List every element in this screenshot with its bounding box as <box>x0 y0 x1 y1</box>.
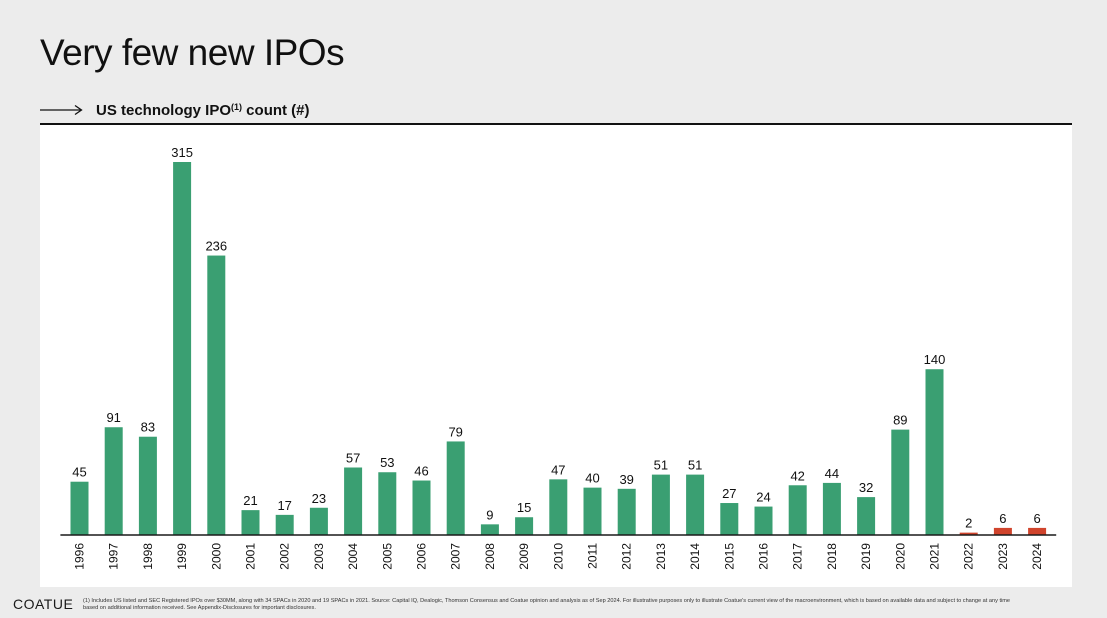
data-label-2011: 40 <box>585 471 599 486</box>
x-tick-label-2010: 2010 <box>551 543 565 570</box>
x-tick-label-2014: 2014 <box>688 543 702 570</box>
data-label-2020: 89 <box>893 413 907 428</box>
bar-2005 <box>378 472 397 535</box>
data-label-2018: 44 <box>825 466 839 481</box>
data-label-2017: 42 <box>790 468 804 483</box>
subtitle-main: US technology IPO <box>96 101 232 119</box>
x-tick-label-2001: 2001 <box>244 543 258 570</box>
bar-2010 <box>549 479 568 535</box>
footnote: (1) Includes US listed and SEC Registere… <box>83 598 1011 611</box>
bar-2012 <box>617 488 636 535</box>
data-label-2008: 9 <box>486 507 493 522</box>
data-label-2016: 24 <box>756 490 770 505</box>
data-label-2015: 27 <box>722 486 736 501</box>
x-tick-label-2022: 2022 <box>962 543 976 570</box>
coatue-logo: COATUE <box>13 596 74 612</box>
x-tick-label-2000: 2000 <box>209 543 223 570</box>
x-tick-label-2009: 2009 <box>517 543 531 570</box>
bar-2019 <box>857 497 876 535</box>
bar-1996 <box>70 481 89 535</box>
data-label-1999: 315 <box>171 145 193 160</box>
x-tick-label-2018: 2018 <box>825 543 839 570</box>
slide-title: Very few new IPOs <box>40 32 345 73</box>
data-label-2013: 51 <box>654 458 668 473</box>
bar-2001 <box>241 510 260 535</box>
bar-2024 <box>1028 527 1047 535</box>
bar-2017 <box>788 485 807 535</box>
data-label-2001: 21 <box>243 493 257 508</box>
subtitle-tail: count (#) <box>242 101 310 119</box>
x-tick-label-2024: 2024 <box>1030 543 1044 570</box>
x-tick-label-2008: 2008 <box>483 543 497 570</box>
data-label-2003: 23 <box>312 491 326 506</box>
data-label-2006: 46 <box>414 464 428 479</box>
bar-1997 <box>104 427 123 535</box>
data-label-2007: 79 <box>448 424 462 439</box>
subtitle-footnote-marker: (1) <box>231 101 243 112</box>
x-tick-label-2016: 2016 <box>757 543 771 570</box>
x-tick-label-2005: 2005 <box>380 543 394 570</box>
data-label-2019: 32 <box>859 480 873 495</box>
header-rule <box>40 123 1072 125</box>
data-label-1996: 45 <box>72 465 86 480</box>
x-tick-label-2007: 2007 <box>449 543 463 570</box>
x-tick-label-2020: 2020 <box>893 543 907 570</box>
bar-2009 <box>515 517 534 535</box>
x-tick-label-2002: 2002 <box>278 543 292 570</box>
bar-1999 <box>173 162 192 535</box>
x-tick-label-2013: 2013 <box>654 543 668 570</box>
bar-2002 <box>275 514 294 535</box>
bar-2011 <box>583 487 602 535</box>
x-tick-label-1999: 1999 <box>175 543 189 570</box>
data-label-2005: 53 <box>380 455 394 470</box>
bar-2020 <box>891 429 910 535</box>
bar-chart: 4519969119978319983151999236200021200117… <box>60 145 1057 570</box>
x-tick-label-2019: 2019 <box>859 543 873 570</box>
data-label-2010: 47 <box>551 462 565 477</box>
bar-2003 <box>309 507 328 535</box>
data-label-2012: 39 <box>619 472 633 487</box>
data-label-2004: 57 <box>346 451 360 466</box>
bar-2006 <box>412 480 431 535</box>
bar-2016 <box>754 506 773 535</box>
x-tick-label-2004: 2004 <box>346 543 360 570</box>
data-label-2024: 6 <box>1033 511 1040 526</box>
x-tick-label-2023: 2023 <box>996 543 1010 570</box>
data-label-2022: 2 <box>965 516 972 531</box>
x-tick-label-1998: 1998 <box>141 543 155 570</box>
data-label-2002: 17 <box>277 498 291 513</box>
data-label-2009: 15 <box>517 500 531 515</box>
bar-2018 <box>822 482 841 535</box>
x-tick-label-2006: 2006 <box>415 543 429 570</box>
x-tick-label-2017: 2017 <box>791 543 805 570</box>
x-tick-label-1997: 1997 <box>107 543 121 570</box>
x-tick-label-2011: 2011 <box>586 543 600 569</box>
data-label-1997: 91 <box>106 410 120 425</box>
bar-2007 <box>446 441 465 535</box>
arrow-right-icon <box>40 104 83 116</box>
x-tick-label-2012: 2012 <box>620 543 634 570</box>
data-label-2000: 236 <box>205 239 227 254</box>
chart-subtitle-text: US technology IPO(1) count (#) <box>96 102 310 119</box>
chart-panel: 45 1996 91 1997 83 1998 315 1999 236 2000 21 2001 17… <box>40 125 1072 587</box>
bar-2021 <box>925 369 944 535</box>
data-label-2014: 51 <box>688 458 702 473</box>
bar-2022 <box>959 532 978 535</box>
x-tick-label-2015: 2015 <box>722 543 736 570</box>
bar-2000 <box>207 255 226 536</box>
bar-2004 <box>344 467 363 535</box>
x-tick-label-2021: 2021 <box>928 543 942 570</box>
bar-1998 <box>138 436 157 535</box>
bar-2015 <box>720 503 739 535</box>
data-label-2023: 6 <box>999 511 1006 526</box>
x-tick-label-2003: 2003 <box>312 543 326 570</box>
bar-2013 <box>651 474 670 535</box>
bar-2023 <box>993 527 1012 535</box>
bar-2008 <box>480 524 499 535</box>
x-tick-label-1996: 1996 <box>73 543 87 570</box>
data-label-2021: 140 <box>924 352 946 367</box>
chart-subtitle: US technology IPO(1) count (#) <box>40 99 310 121</box>
data-label-1998: 83 <box>141 420 155 435</box>
bar-2014 <box>686 474 705 535</box>
